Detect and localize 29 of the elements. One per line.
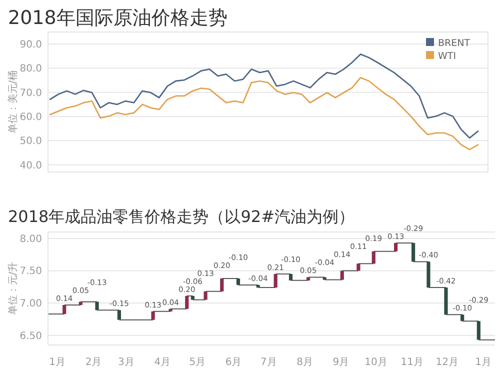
x-tick-label: 1月 [49, 357, 66, 368]
x-tick-label: 1月 [475, 357, 492, 368]
chart-title: 2018年国际原油价格走势 [8, 7, 228, 29]
x-tick-label: 12月 [436, 357, 459, 368]
y-tick-label: 60.0 [20, 112, 42, 123]
y-axis-title: 单位：元/升 [7, 262, 19, 316]
x-tick-label: 6月 [225, 357, 242, 368]
y-tick-label: 6.50 [20, 330, 42, 342]
x-tick-label: 7月 [260, 357, 277, 368]
y-tick-label: 7.00 [20, 298, 42, 310]
chart-title: 2018年成品油零售价格走势（以92#汽油为例） [8, 207, 354, 226]
x-tick-label: 8月 [296, 357, 313, 368]
y-tick-label: 80.0 [20, 64, 42, 75]
y-tick-label: 70.0 [20, 88, 42, 99]
x-tick-label: 9月 [332, 357, 350, 368]
y-tick-label: 50.0 [20, 136, 42, 148]
y-tick-label: 7.50 [20, 266, 42, 278]
x-tick-label: 3月 [118, 357, 134, 368]
legend-label: WTI [438, 51, 456, 62]
legend-label: BRENT [438, 38, 470, 49]
y-tick-label: 8.00 [20, 234, 42, 245]
x-tick-label: 2月 [85, 357, 102, 368]
x-tick-label: 4月 [154, 357, 171, 368]
x-tick-label: 5月 [189, 357, 206, 368]
x-tick-label: 11月 [400, 357, 424, 368]
y-tick-label: 90.0 [20, 40, 42, 51]
y-axis-title: 单位：美元/桶 [7, 70, 19, 134]
y-tick-label: 40.0 [20, 160, 42, 172]
x-tick-label: 10月 [364, 357, 388, 368]
